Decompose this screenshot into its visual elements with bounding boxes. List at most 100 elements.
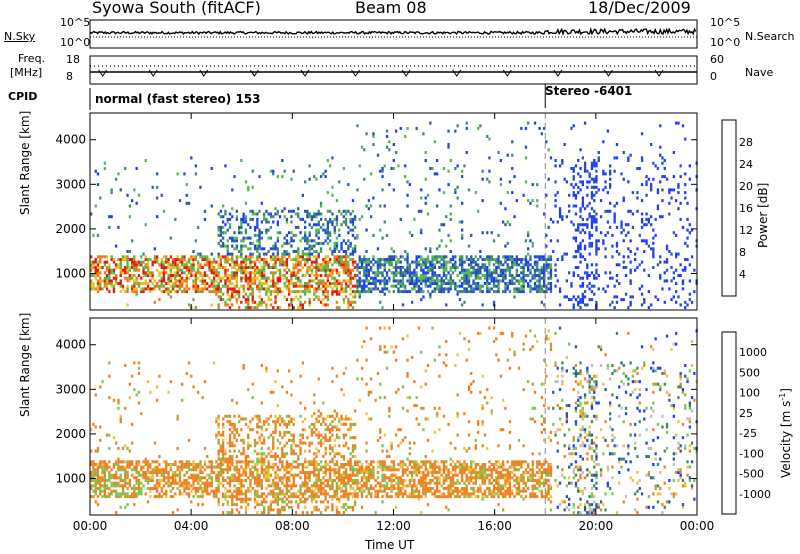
echo-cell <box>545 244 548 248</box>
echo-cell <box>438 290 441 294</box>
echo-cell <box>379 204 382 208</box>
echo-cell <box>483 263 487 267</box>
echo-cell <box>224 479 227 482</box>
echo-cell <box>235 495 238 499</box>
echo-cell <box>222 511 225 515</box>
echo-cell <box>549 268 553 272</box>
echo-cell <box>533 121 537 125</box>
echo-cell <box>92 460 95 464</box>
echo-cell <box>399 290 402 294</box>
echo-cell <box>272 446 275 450</box>
echo-cell <box>495 284 498 288</box>
echo-cell <box>222 503 225 507</box>
echo-cell <box>597 287 600 291</box>
echo-cell <box>219 298 222 302</box>
echo-cell <box>171 511 175 515</box>
echo-cell <box>652 247 655 251</box>
echo-cell <box>388 263 391 267</box>
echo-cell <box>274 244 277 248</box>
echo-cell <box>609 201 612 205</box>
echo-cell <box>278 417 282 421</box>
echo-cell <box>299 263 302 267</box>
echo-cell <box>281 489 284 493</box>
echo-cell <box>260 303 263 307</box>
echo-cell <box>415 260 418 264</box>
echo-cell <box>442 258 446 261</box>
echo-cell <box>313 292 316 296</box>
echo-cell <box>686 201 689 205</box>
echo-cell <box>342 279 345 283</box>
echo-cell <box>283 295 286 299</box>
echo-cell <box>426 258 430 261</box>
echo-cell <box>365 132 368 136</box>
echo-cell <box>529 284 532 288</box>
echo-cell <box>124 473 127 477</box>
echo-cell <box>294 260 298 264</box>
echo-cell <box>185 284 188 288</box>
echo-cell <box>324 484 327 488</box>
echo-cell <box>281 420 284 424</box>
echo-cell <box>627 247 630 251</box>
echo-cell <box>149 463 152 466</box>
echo-cell <box>447 183 450 187</box>
echo-cell <box>317 409 320 413</box>
echo-cell <box>249 479 252 482</box>
echo-cell <box>299 487 302 490</box>
echo-cell <box>290 484 293 488</box>
echo-cell <box>367 476 370 480</box>
echo-cell <box>131 274 134 277</box>
echo-cell <box>331 380 334 384</box>
echo-cell <box>135 463 138 466</box>
echo-cell <box>217 476 220 480</box>
echo-cell <box>340 479 343 482</box>
echo-cell <box>210 167 213 170</box>
echo-cell <box>456 185 459 189</box>
echo-cell <box>356 377 359 381</box>
echo-cell <box>149 274 152 277</box>
echo-cell <box>477 276 480 280</box>
echo-cell <box>315 484 318 488</box>
echo-cell <box>388 258 391 261</box>
echo-cell <box>208 484 211 488</box>
echo-cell <box>472 258 475 261</box>
echo-cell <box>267 484 270 488</box>
echo-cell <box>349 292 352 296</box>
echo-cell <box>267 446 270 450</box>
echo-cell <box>351 471 355 474</box>
echo-cell <box>315 481 318 485</box>
echo-cell <box>233 489 236 493</box>
echo-cell <box>456 284 459 288</box>
echo-cell <box>351 444 355 448</box>
echo-cell <box>324 417 327 421</box>
echo-cell <box>253 228 257 232</box>
echo-cell <box>290 393 293 397</box>
echo-cell <box>579 148 582 152</box>
echo-cell <box>531 241 534 245</box>
echo-cell <box>249 252 252 256</box>
echo-cell <box>315 468 318 472</box>
echo-cell <box>258 239 261 243</box>
echo-cell <box>629 153 632 157</box>
echo-cell <box>347 481 350 485</box>
echo-cell <box>256 481 259 485</box>
echo-cell <box>244 500 248 504</box>
echo-cell <box>543 290 546 294</box>
echo-cell <box>552 250 555 253</box>
echo-cell <box>231 258 234 261</box>
echo-cell <box>304 492 307 496</box>
echo-cell <box>360 366 364 370</box>
echo-cell <box>609 276 612 280</box>
echo-cell <box>92 263 95 267</box>
echo-cell <box>579 167 582 170</box>
echo-cell <box>465 258 468 261</box>
echo-cell <box>294 492 298 496</box>
echo-cell <box>467 276 471 280</box>
echo-cell <box>190 271 193 275</box>
echo-cell <box>508 274 512 277</box>
echo-cell <box>474 276 477 280</box>
echo-cell <box>217 422 220 426</box>
echo-cell <box>137 193 141 197</box>
echo-cell <box>160 266 163 269</box>
echo-cell <box>249 497 252 501</box>
echo-cell <box>190 463 193 466</box>
